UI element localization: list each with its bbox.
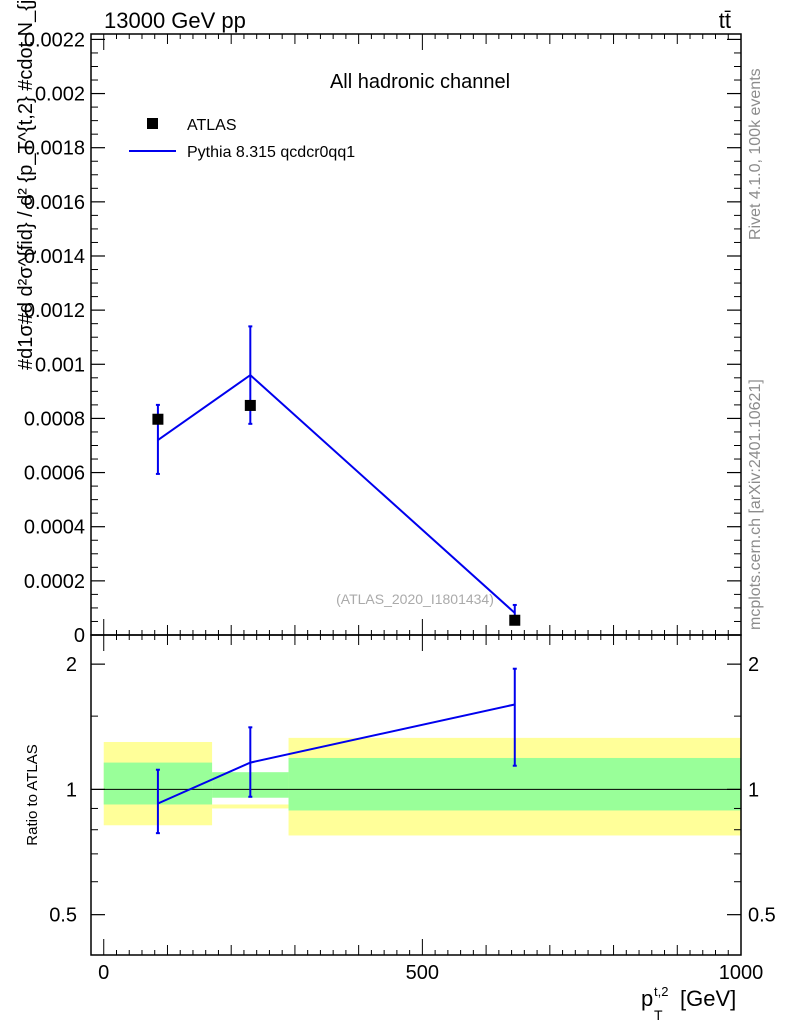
ratio-ytick-label-left: 2 xyxy=(66,654,77,676)
main-data-marks xyxy=(152,325,521,626)
x-label-unit: [GeV] xyxy=(680,986,736,1011)
main-ytick-label: 0.002 xyxy=(35,84,85,106)
atlas-data-point xyxy=(244,399,256,411)
ratio-ytick-label-left: 0.5 xyxy=(49,905,77,927)
main-ytick-label: 0.0016 xyxy=(24,192,85,214)
ratio-ytick-label-right: 1 xyxy=(748,779,759,801)
x-tick-label: 1000 xyxy=(719,962,764,984)
main-y-label-text: #d1σ#d d²σ^{fid} / d² {p_T^{t,2} #cdot N… xyxy=(15,0,37,370)
legend-atlas-label: ATLAS xyxy=(187,117,237,134)
rivet-label: Rivet 4.1.0, 100k events xyxy=(747,68,764,240)
yellow-band-1 xyxy=(212,804,289,809)
main-ytick-label: 0.0014 xyxy=(24,246,85,268)
x-label-sup: t,2 xyxy=(654,984,668,999)
ratio-ytick-label-right: 2 xyxy=(748,654,759,676)
atlas-data-point xyxy=(509,614,521,626)
main-ytick-label: 0.0018 xyxy=(24,138,85,160)
main-ytick-label: 0.0008 xyxy=(24,408,85,430)
uncertainty-bands xyxy=(103,737,741,836)
header-left-title: 13000 GeV pp xyxy=(104,8,246,33)
chart-title: All hadronic channel xyxy=(330,71,510,93)
mcplots-label: mcplots.cern.ch [arXiv:2401.10621] xyxy=(747,379,764,630)
ratio-ytick-label-left: 1 xyxy=(66,779,77,801)
x-tick-label: 0 xyxy=(98,962,109,984)
x-tick-label: 500 xyxy=(406,962,439,984)
ratio-y-label: Ratio to ATLAS xyxy=(24,744,41,845)
main-ytick-label: 0.0022 xyxy=(24,29,85,51)
main-ytick-label: 0.001 xyxy=(35,354,85,376)
legend-atlas-marker xyxy=(147,118,158,129)
ratio-ytick-label-right: 0.5 xyxy=(748,905,776,927)
main-ytick-label: 0.0002 xyxy=(24,571,85,593)
legend-pythia-label: Pythia 8.315 qcdcr0qq1 xyxy=(187,144,355,161)
x-axis: 0 500 1000 xyxy=(98,34,763,984)
main-ytick-label: 0.0004 xyxy=(24,517,85,539)
analysis-watermark: (ATLAS_2020_I1801434) xyxy=(336,591,494,607)
main-ytick-label: 0 xyxy=(74,625,85,647)
legend: ATLAS Pythia 8.315 qcdcr0qq1 xyxy=(129,117,355,161)
header-right-title: tt̄ xyxy=(719,8,731,33)
main-ytick-label: 0.0012 xyxy=(24,300,85,322)
x-label-p: p xyxy=(641,986,653,1011)
atlas-data-point xyxy=(152,413,164,425)
main-y-axis: 0 0.0002 0.0004 0.0006 0.0008 0.001 0.0012 0.00… xyxy=(24,29,741,647)
main-ytick-label: 0.0006 xyxy=(24,463,85,485)
ratio-y-axis: 0.5 0.5 1 1 2 2 xyxy=(49,654,776,927)
ratio-data-marks xyxy=(155,667,517,835)
x-label-sub: T xyxy=(654,1007,663,1023)
main-y-label: #d1σ#d d²σ^{fid} / d² {p_T^{t,2} #cdot N… xyxy=(15,0,37,370)
ratio-panel-frame xyxy=(90,634,742,956)
x-axis-label: p T t,2 [GeV] xyxy=(641,984,736,1023)
